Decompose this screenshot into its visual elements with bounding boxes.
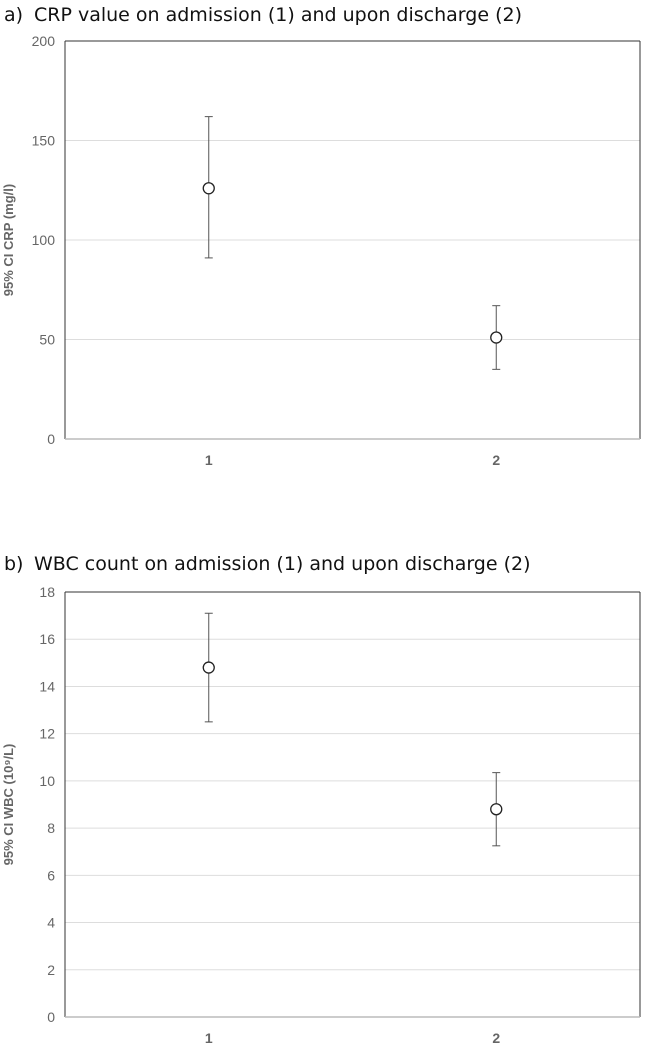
panel-b-title: b) WBC count on admission (1) and upon di… bbox=[4, 553, 531, 575]
y-tick-label: 50 bbox=[39, 332, 55, 348]
panel-a-title-text: CRP value on admission (1) and upon disc… bbox=[34, 4, 522, 26]
y-tick-label: 0 bbox=[47, 431, 55, 447]
x-tick-label: 1 bbox=[205, 452, 213, 468]
y-axis-label: 95% CI WBC (10⁹/L) bbox=[1, 744, 16, 866]
y-tick-label: 0 bbox=[47, 1009, 55, 1025]
x-tick-label: 1 bbox=[205, 1030, 213, 1045]
panel-a-title: a) CRP value on admission (1) and upon di… bbox=[4, 4, 522, 26]
crp-chart: 0 50 100 150 200 1 2 95% CI CRP (mg/l) bbox=[1, 33, 641, 468]
y-tick-label: 4 bbox=[47, 915, 55, 931]
panel-b-title-text: WBC count on admission (1) and upon disc… bbox=[34, 553, 531, 575]
y-tick-label: 150 bbox=[32, 133, 56, 149]
y-tick-label: 6 bbox=[47, 867, 55, 883]
y-tick-label: 14 bbox=[39, 678, 55, 694]
data-point bbox=[202, 182, 215, 195]
x-tick-label: 2 bbox=[492, 1030, 500, 1045]
y-tick-label: 10 bbox=[39, 773, 55, 789]
y-tick-label: 16 bbox=[39, 631, 55, 647]
y-tick-label: 2 bbox=[47, 962, 55, 978]
y-tick-label: 100 bbox=[32, 232, 56, 248]
data-point bbox=[490, 331, 503, 344]
y-tick-label: 200 bbox=[32, 33, 56, 49]
y-tick-label: 12 bbox=[39, 726, 55, 742]
y-tick-label: 8 bbox=[47, 820, 55, 836]
panel-b-letter: b) bbox=[4, 553, 24, 575]
data-point bbox=[202, 661, 215, 674]
y-axis-label: 95% CI CRP (mg/l) bbox=[1, 184, 16, 296]
y-tick-label: 18 bbox=[39, 584, 55, 600]
x-tick-label: 2 bbox=[492, 452, 500, 468]
panel-a-letter: a) bbox=[4, 4, 24, 26]
data-point bbox=[490, 803, 503, 816]
